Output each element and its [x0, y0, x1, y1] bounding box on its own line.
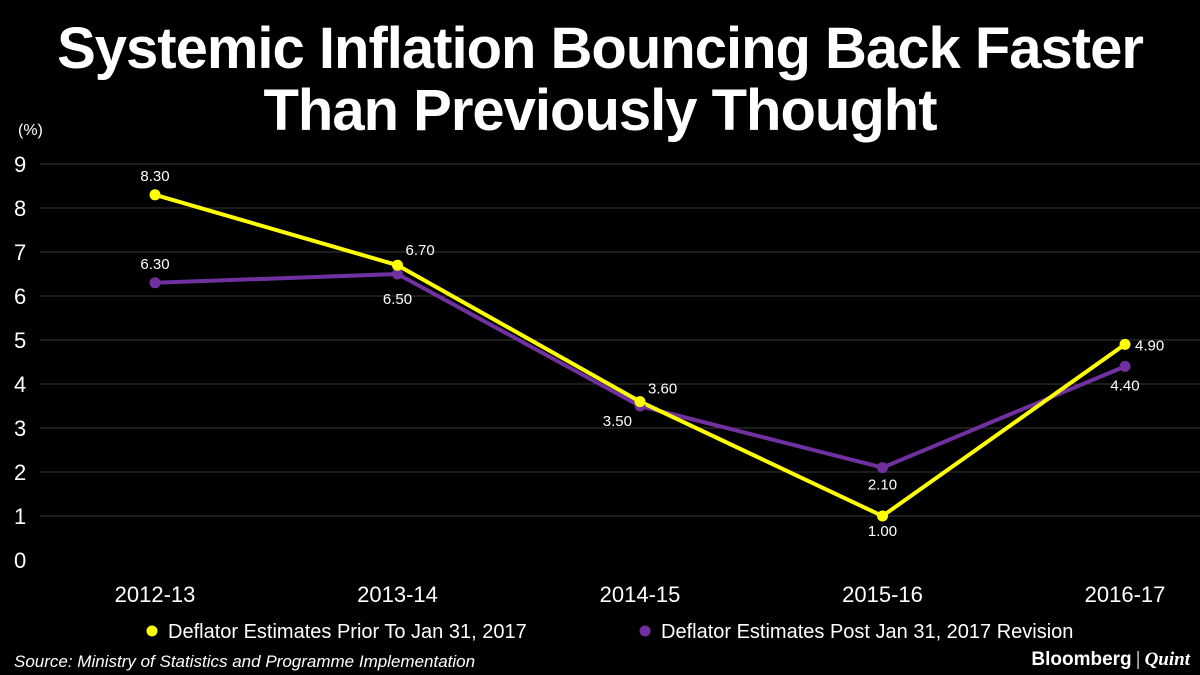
- data-label-0-2: 3.60: [648, 381, 677, 398]
- data-label-1-0: 6.30: [140, 256, 169, 273]
- legend-label-0: Deflator Estimates Prior To Jan 31, 2017: [168, 621, 527, 643]
- x-axis-ticks: 2012-13 2013-14 2014-15 2015-16 2016-17: [115, 582, 1166, 607]
- data-label-0-4: 4.90: [1135, 337, 1164, 354]
- y-tick-label-1: 1: [14, 504, 26, 529]
- series-line-0: [154, 192, 1127, 518]
- point-0-4: [1119, 338, 1131, 350]
- series-line-1: [154, 272, 1126, 470]
- y-tick-label-6: 6: [14, 284, 26, 309]
- point-0-0: [149, 189, 161, 201]
- chart-title-line-2: Than Previously Thought: [263, 78, 937, 143]
- point-0-2: [634, 396, 646, 408]
- data-label-0-3: 1.00: [868, 523, 897, 540]
- y-axis-unit-label: (%): [18, 122, 43, 139]
- data-label-1-3: 2.10: [868, 477, 897, 494]
- source-note: Source: Ministry of Statistics and Progr…: [14, 652, 476, 671]
- x-tick-label-2016-17: 2016-17: [1085, 582, 1166, 607]
- point-1-0: [149, 277, 161, 289]
- y-tick-label-4: 4: [14, 372, 26, 397]
- data-label-1-2: 3.50: [603, 413, 632, 430]
- y-axis-ticks: 0 1 2 3 4 5 6 7 8 9: [14, 152, 26, 573]
- brand-logo: Bloomberg | Quint: [1031, 649, 1190, 671]
- brand-separator: |: [1135, 649, 1141, 670]
- data-label-0-0: 8.30: [140, 168, 169, 185]
- x-tick-label-2014-15: 2014-15: [600, 582, 681, 607]
- legend-marker-1: [639, 625, 651, 637]
- data-label-1-4: 4.40: [1110, 377, 1139, 394]
- gridlines: [40, 163, 1200, 517]
- y-tick-label-7: 7: [14, 240, 26, 265]
- point-0-1: [392, 259, 403, 271]
- y-tick-label-0: 0: [14, 548, 26, 573]
- brand-bloomberg: Bloomberg: [1031, 649, 1132, 670]
- point-1-3: [877, 462, 888, 474]
- brand-quint: Quint: [1144, 649, 1190, 670]
- legend: Deflator Estimates Prior To Jan 31, 2017…: [146, 621, 1073, 643]
- y-tick-label-5: 5: [14, 328, 26, 353]
- point-0-3: [877, 510, 888, 522]
- y-tick-label-9: 9: [14, 152, 26, 177]
- point-1-4: [1119, 360, 1131, 372]
- x-tick-label-2015-16: 2015-16: [842, 582, 923, 607]
- y-tick-label-2: 2: [14, 460, 26, 485]
- legend-label-1: Deflator Estimates Post Jan 31, 2017 Rev…: [661, 621, 1073, 643]
- data-points: [149, 189, 1131, 522]
- series-lines: [154, 192, 1127, 518]
- x-tick-label-2013-14: 2013-14: [357, 582, 438, 607]
- point-1-1: [392, 268, 403, 280]
- y-tick-label-8: 8: [14, 196, 26, 221]
- chart-title: Systemic Inflation Bouncing Back Faster …: [0, 18, 1200, 142]
- data-label-0-1: 6.70: [406, 242, 435, 259]
- data-labels: 6.30 6.50 3.50 2.10 4.40 8.30 6.70 3.60 1.00 4.90: [140, 168, 1164, 540]
- legend-marker-0: [146, 625, 158, 637]
- chart-title-line-1: Systemic Inflation Bouncing Back Faster: [57, 16, 1144, 81]
- x-tick-label-2012-13: 2012-13: [115, 582, 196, 607]
- y-tick-label-3: 3: [14, 416, 26, 441]
- data-label-1-1: 6.50: [383, 291, 412, 308]
